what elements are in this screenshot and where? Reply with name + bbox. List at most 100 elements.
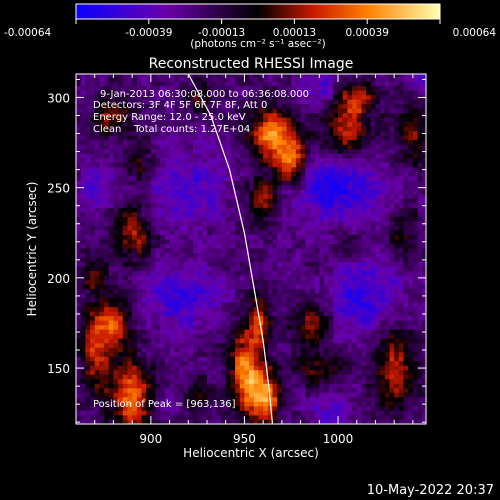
image-pixel — [141, 419, 147, 424]
image-pixel — [305, 284, 311, 290]
image-pixel — [244, 175, 250, 181]
image-pixel — [183, 342, 189, 348]
image-pixel — [277, 211, 283, 217]
image-pixel — [342, 216, 348, 222]
image-pixel — [263, 148, 269, 154]
image-pixel — [225, 139, 231, 145]
image-pixel — [80, 130, 86, 136]
image-pixel — [309, 414, 316, 420]
image-pixel — [342, 338, 348, 344]
image-pixel — [244, 112, 250, 118]
image-pixel — [309, 256, 316, 263]
image-pixel — [127, 130, 133, 136]
image-pixel — [352, 387, 358, 393]
image-pixel — [258, 274, 264, 281]
image-pixel — [164, 347, 170, 353]
image-pixel — [323, 279, 330, 285]
image-pixel — [239, 279, 245, 285]
image-pixel — [277, 126, 283, 132]
image-pixel — [160, 347, 166, 353]
image-pixel — [118, 202, 124, 208]
image-pixel — [207, 184, 213, 190]
image-pixel — [244, 139, 250, 145]
image-pixel — [169, 284, 175, 290]
image-pixel — [132, 211, 138, 217]
image-pixel — [249, 378, 255, 384]
image-pixel — [225, 410, 231, 416]
image-pixel — [333, 81, 339, 87]
image-pixel — [258, 256, 264, 263]
image-pixel — [132, 220, 138, 226]
image-pixel — [85, 74, 91, 78]
image-pixel — [361, 256, 367, 263]
image-pixel — [267, 302, 273, 308]
image-pixel — [192, 297, 199, 303]
image-pixel — [370, 369, 376, 375]
image-pixel — [113, 211, 119, 217]
image-pixel — [202, 166, 208, 172]
image-pixel — [169, 329, 175, 335]
image-pixel — [76, 207, 82, 213]
image-pixel — [118, 392, 124, 398]
image-pixel — [146, 333, 152, 339]
image-pixel — [113, 162, 119, 168]
image-pixel — [244, 252, 250, 258]
image-pixel — [94, 135, 100, 141]
image-pixel — [267, 198, 273, 204]
image-pixel — [323, 225, 330, 231]
image-pixel — [328, 410, 334, 416]
image-pixel — [192, 139, 199, 145]
image-pixel — [328, 324, 334, 330]
image-pixel — [104, 392, 110, 398]
image-pixel — [85, 274, 91, 281]
image-pixel — [370, 211, 376, 217]
image-pixel — [94, 225, 100, 231]
image-pixel — [146, 144, 152, 150]
image-pixel — [202, 360, 208, 366]
image-pixel — [244, 76, 250, 82]
image-pixel — [253, 311, 259, 317]
image-pixel — [178, 419, 185, 424]
image-pixel — [80, 139, 86, 145]
image-pixel — [188, 130, 194, 136]
image-pixel — [356, 306, 362, 312]
image-pixel — [150, 265, 156, 272]
image-pixel — [333, 193, 339, 199]
image-pixel — [328, 279, 334, 285]
image-pixel — [164, 369, 170, 375]
image-pixel — [192, 414, 199, 420]
image-pixel — [141, 252, 147, 258]
image-pixel — [141, 162, 147, 168]
image-pixel — [127, 320, 133, 326]
image-pixel — [295, 419, 301, 424]
image-pixel — [347, 184, 353, 190]
image-pixel — [333, 333, 339, 339]
image-pixel — [281, 306, 287, 312]
image-pixel — [291, 360, 297, 366]
image-pixel — [113, 256, 119, 263]
image-pixel — [90, 238, 96, 244]
image-pixel — [356, 103, 362, 109]
image-pixel — [80, 247, 86, 254]
image-pixel — [328, 270, 334, 276]
image-pixel — [356, 270, 362, 276]
image-pixel — [169, 238, 175, 244]
image-pixel — [141, 76, 147, 82]
image-pixel — [366, 130, 372, 136]
image-pixel — [300, 112, 306, 118]
image-pixel — [277, 333, 283, 339]
image-pixel — [277, 220, 283, 226]
image-pixel — [197, 135, 203, 141]
image-pixel — [249, 184, 255, 190]
image-pixel — [230, 347, 236, 353]
image-pixel — [136, 126, 142, 132]
image-pixel — [319, 198, 325, 204]
image-pixel — [300, 135, 306, 141]
image-pixel — [216, 153, 222, 159]
image-pixel — [314, 342, 320, 348]
image-pixel — [104, 333, 110, 339]
image-pixel — [164, 338, 170, 344]
image-pixel — [132, 121, 138, 127]
image-pixel — [108, 274, 114, 281]
image-pixel — [342, 392, 348, 398]
